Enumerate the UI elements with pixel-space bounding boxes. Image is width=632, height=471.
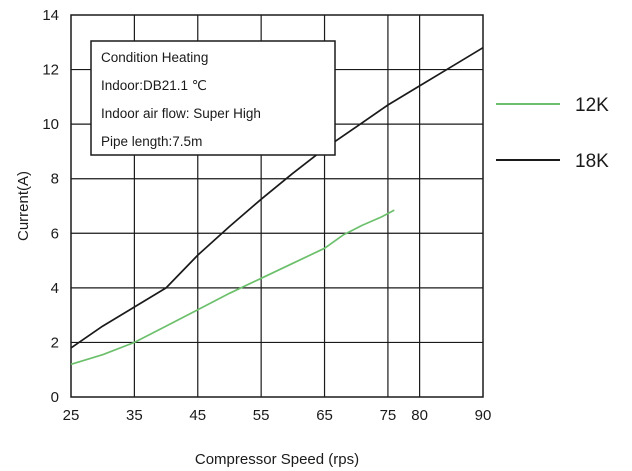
annotation-line-2: Indoor:DB21.1 ℃	[101, 78, 207, 93]
legend-label-12k: 12K	[575, 95, 609, 116]
series-line-18k	[70, 46, 484, 349]
x-tick-label: 90	[475, 407, 492, 424]
x-tick-label: 75	[380, 407, 397, 424]
tick-labels: 25 35 45 55 65 75 80 90 0 2 4 6 8 10 12 14	[42, 7, 491, 424]
annotation-line-1: Condition Heating	[101, 50, 208, 65]
annotation-box: Condition Heating Indoor:DB21.1 ℃ Indoor…	[90, 40, 336, 156]
y-tick-label: 14	[42, 7, 59, 24]
x-tick-label: 65	[316, 407, 333, 424]
y-tick-label: 12	[42, 62, 59, 79]
x-tick-label: 80	[411, 407, 428, 424]
y-tick-label: 8	[51, 171, 59, 188]
series-line-12k	[70, 209, 395, 366]
annotation-line-4: Pipe length:7.5m	[101, 134, 202, 149]
x-tick-label: 35	[126, 407, 143, 424]
y-tick-label: 2	[51, 334, 59, 351]
annotation-box-frame	[90, 40, 336, 156]
plot-frame	[70, 14, 484, 398]
y-axis-label: Current(A)	[15, 171, 32, 241]
y-tick-label: 4	[51, 280, 59, 297]
x-tick-label: 25	[63, 407, 80, 424]
legend-label-18k: 18K	[575, 151, 609, 172]
legend: 12K 18K	[496, 95, 609, 172]
x-tick-label: 45	[189, 407, 206, 424]
y-tick-label: 10	[42, 116, 59, 133]
x-axis-label: Compressor Speed (rps)	[195, 451, 359, 468]
y-tick-label: 6	[51, 225, 59, 242]
series-lines	[70, 46, 484, 366]
annotation-line-3: Indoor air flow: Super High	[101, 106, 261, 121]
y-tick-label: 0	[51, 389, 59, 406]
x-tick-label: 55	[253, 407, 270, 424]
